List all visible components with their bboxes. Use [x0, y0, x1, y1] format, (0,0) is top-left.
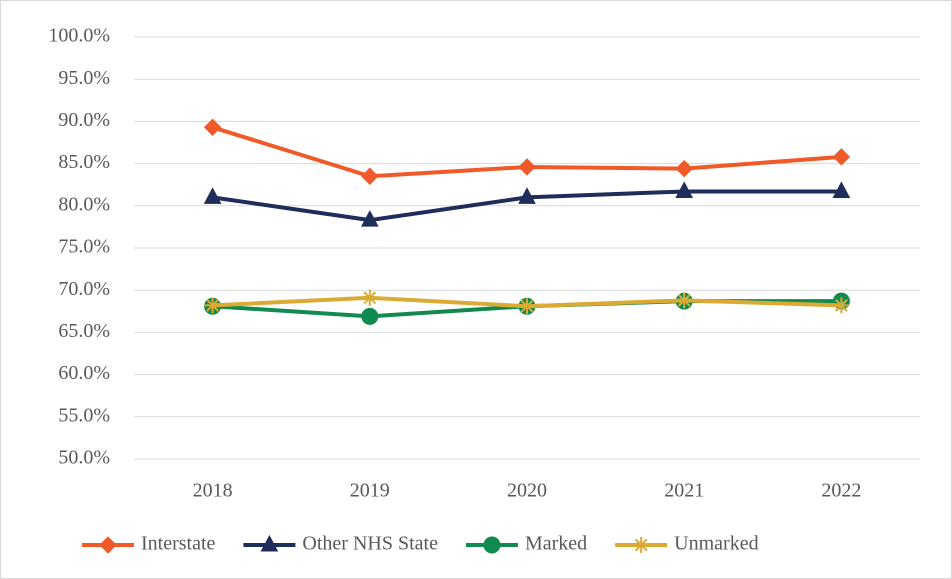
marker — [260, 534, 279, 552]
marker — [518, 158, 536, 176]
marker — [633, 537, 650, 553]
marker — [832, 148, 851, 166]
marker — [203, 187, 222, 204]
marker — [675, 181, 694, 198]
y-tick-label: 65.0% — [58, 320, 110, 342]
y-tick-label: 50.0% — [58, 447, 110, 469]
marker — [832, 181, 851, 198]
marker — [483, 536, 501, 554]
y-tick-label: 80.0% — [58, 193, 110, 215]
y-tick-label: 70.0% — [58, 278, 110, 300]
y-tick-label: 95.0% — [58, 67, 110, 89]
marker — [99, 536, 117, 554]
marker — [676, 292, 693, 309]
x-tick-label: 2022 — [821, 480, 861, 502]
x-tick-label: 2018 — [193, 480, 233, 502]
x-tick-label: 2021 — [664, 480, 704, 502]
marker — [361, 307, 379, 325]
marker — [518, 187, 536, 204]
y-tick-label: 100.0% — [48, 25, 110, 47]
marker — [361, 167, 379, 185]
legend-label: Unmarked — [674, 533, 758, 555]
marker — [675, 159, 693, 178]
marker — [204, 297, 221, 314]
x-tick-label: 2020 — [507, 480, 547, 502]
y-tick-label: 60.0% — [58, 362, 110, 384]
legend-label: Other NHS State — [302, 533, 438, 555]
y-tick-label: 85.0% — [58, 151, 110, 173]
marker — [361, 289, 378, 306]
y-tick-label: 75.0% — [58, 236, 110, 258]
y-tick-label: 90.0% — [58, 109, 110, 131]
y-tick-label: 55.0% — [58, 404, 110, 426]
marker — [360, 210, 379, 227]
marker — [833, 297, 850, 314]
marker — [519, 298, 535, 315]
legend-label: Marked — [525, 533, 587, 555]
legend-label: Interstate — [141, 533, 216, 555]
marker — [203, 118, 222, 137]
x-tick-label: 2019 — [350, 480, 390, 502]
